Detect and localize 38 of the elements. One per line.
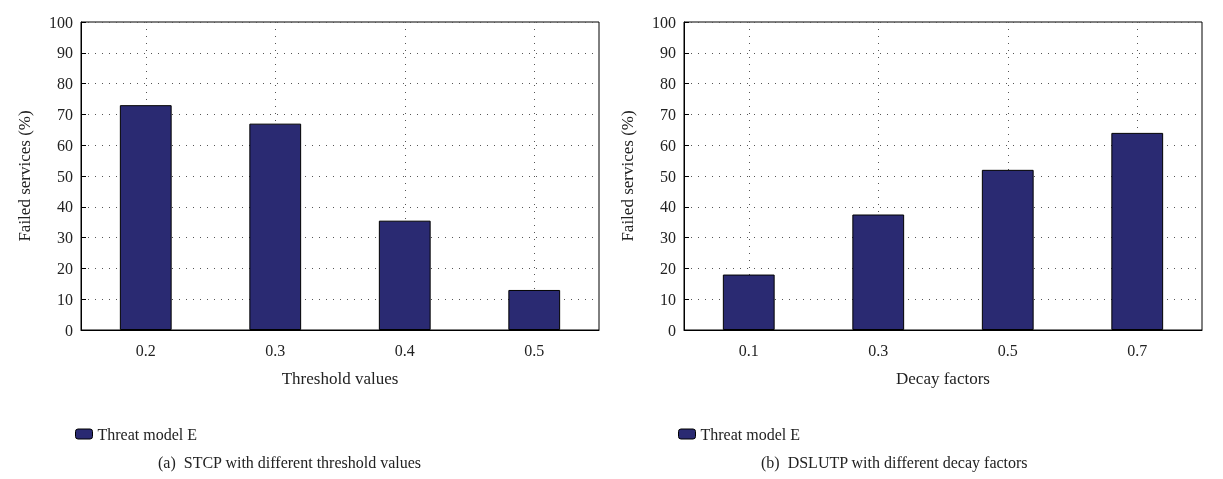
x-tick-label: 0.3	[265, 341, 286, 359]
y-tick-label: 90	[660, 44, 676, 62]
y-tick-label: 90	[57, 44, 73, 62]
y-tick-label: 80	[660, 75, 676, 93]
y-tick-label: 0	[668, 321, 676, 339]
text: (a) STCP with different threshold values	[158, 453, 422, 472]
y-tick-label: 70	[660, 105, 676, 123]
y-tick-label: 40	[57, 198, 73, 216]
x-tick-label: 0.1	[738, 341, 759, 359]
y-axis-title: Failed services (%)	[15, 110, 34, 242]
y-tick-label: 80	[57, 75, 73, 93]
legend-label: Threat model E	[700, 425, 801, 443]
y-tick-label: 10	[57, 290, 73, 308]
y-tick-label: 50	[660, 167, 676, 185]
x-axis-title: Threshold values	[281, 369, 399, 388]
y-tick-label: 50	[57, 167, 73, 185]
y-tick-label: 10	[660, 290, 676, 308]
y-tick-label: 20	[57, 259, 73, 277]
x-tick-label: 0.2	[135, 341, 156, 359]
y-tick-label: 30	[57, 229, 73, 247]
x-tick-label: 0.5	[524, 341, 545, 359]
legend-label: Threat model E	[97, 425, 198, 443]
y-tick-label: 70	[57, 105, 73, 123]
y-tick-label: 100	[652, 13, 676, 31]
y-axis-title: Failed services (%)	[618, 110, 637, 242]
x-axis-title: Decay factors	[896, 369, 990, 388]
x-tick-label: 0.7	[1127, 341, 1148, 359]
x-tick-label: 0.3	[868, 341, 889, 359]
y-tick-label: 60	[57, 136, 73, 154]
text: (b) DSLUTP with different decay factors	[761, 453, 1028, 472]
y-tick-label: 100	[49, 13, 73, 31]
y-tick-label: 30	[660, 229, 676, 247]
x-tick-label: 0.5	[997, 341, 1018, 359]
x-tick-label: 0.4	[394, 341, 415, 359]
y-tick-label: 40	[660, 198, 676, 216]
y-tick-label: 0	[65, 321, 73, 339]
y-tick-label: 60	[660, 136, 676, 154]
y-tick-label: 20	[660, 259, 676, 277]
